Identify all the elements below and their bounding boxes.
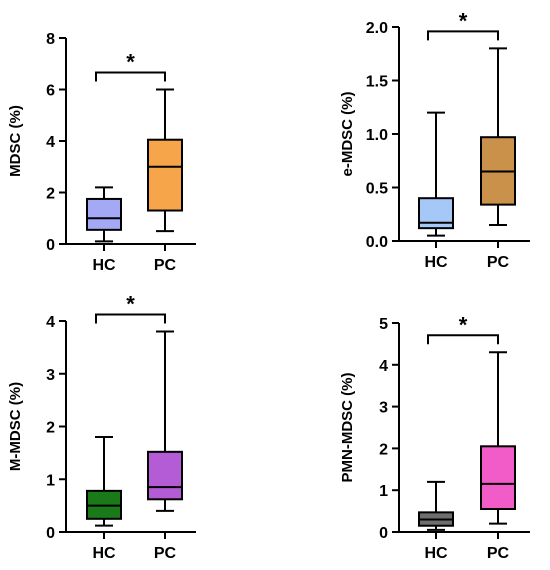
y-tick-label: 2 (46, 420, 55, 437)
y-tick-label: 4 (379, 358, 388, 375)
significance-bracket (95, 71, 166, 82)
y-tick-label: 2 (46, 186, 55, 203)
significance-marker: * (126, 292, 135, 317)
x-category-label: PC (154, 545, 177, 562)
box-iqr (147, 138, 183, 212)
box-hc (418, 480, 454, 531)
y-tick-label: 3 (46, 367, 55, 384)
chart-panel-1: 0 2 4 6 8 HC PC MDSC (%) * (7, 31, 196, 274)
significance-marker: * (459, 8, 468, 33)
x-category-label: HC (92, 257, 116, 274)
box-iqr (480, 445, 516, 511)
box-iqr (86, 197, 122, 231)
y-tick-label: 6 (46, 83, 55, 100)
chart-panel-2: 0.0 0.5 1.0 1.5 2.0 HC PC e-MDSC (%) * (339, 8, 530, 271)
x-category-label: PC (154, 257, 177, 274)
box-pc (480, 351, 516, 525)
y-tick-label: 4 (46, 314, 55, 331)
y-tick-label: 0 (379, 525, 388, 542)
y-tick-label: 8 (46, 31, 55, 48)
box-hc (86, 186, 122, 243)
significance-bracket (427, 334, 499, 345)
y-tick-label: 1 (46, 472, 55, 489)
significance-bracket (95, 313, 166, 324)
y-axis-title: M-MDSC (%) (7, 382, 24, 471)
y-tick-label: 0.5 (366, 181, 388, 198)
chart-panel-3: 0 1 2 3 4 HC PC M-MDSC (%) * (7, 292, 196, 562)
y-tick-label: 0 (46, 525, 55, 542)
x-category-label: HC (424, 545, 448, 562)
y-tick-label: 3 (379, 400, 388, 417)
box-hc (86, 436, 122, 527)
y-axis-title: MDSC (%) (7, 105, 24, 177)
significance-marker: * (126, 50, 135, 75)
y-tick-label: 0.0 (366, 234, 388, 251)
y-axis-title: PMN-MDSC (%) (339, 373, 356, 483)
x-category-label: HC (92, 545, 116, 562)
box-iqr (147, 450, 183, 501)
y-axis-title: e-MDSC (%) (339, 91, 356, 176)
box-hc (418, 111, 454, 237)
box-pc (147, 330, 183, 512)
y-tick-label: 1.5 (366, 74, 388, 91)
y-tick-label: 0 (46, 237, 55, 254)
chart-panel-4: 0 1 2 3 4 5 HC PC PMN-MDSC (%) * (339, 312, 530, 562)
significance-bracket (427, 30, 499, 41)
y-tick-label: 1.0 (366, 127, 388, 144)
y-tick-label: 2.0 (366, 20, 388, 37)
x-category-label: PC (487, 254, 510, 271)
box-pc (480, 47, 516, 226)
y-tick-label: 1 (379, 483, 388, 500)
y-tick-label: 4 (46, 134, 55, 151)
x-category-label: HC (424, 254, 448, 271)
significance-marker: * (459, 312, 468, 337)
x-category-label: PC (487, 545, 510, 562)
y-tick-label: 5 (379, 316, 388, 333)
box-pc (147, 88, 183, 233)
y-tick-label: 2 (379, 441, 388, 458)
